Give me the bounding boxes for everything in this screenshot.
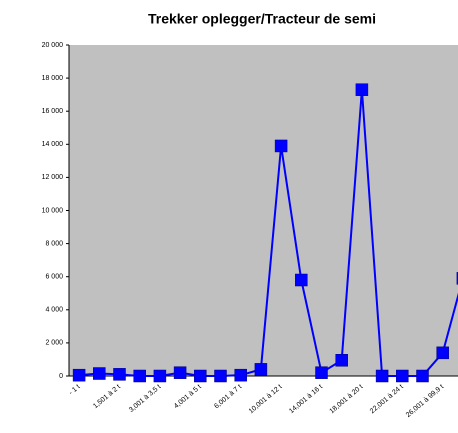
marker xyxy=(335,354,348,367)
plot-series xyxy=(72,83,458,383)
marker xyxy=(295,273,308,287)
y-tick-label: 6 000 xyxy=(45,274,63,281)
marker xyxy=(194,369,207,383)
marker xyxy=(214,369,227,383)
x-tick-label: 3,001 à 3,5 t xyxy=(128,384,162,414)
y-tick-label: 16 000 xyxy=(42,108,64,115)
plot-area xyxy=(69,45,458,376)
x-tick-label: 1,501 à 2 t xyxy=(92,384,122,411)
marker xyxy=(113,368,126,381)
y-tick-label: 14 000 xyxy=(42,141,64,148)
chart-title: Trekker oplegger/Tracteur de semi xyxy=(148,11,376,27)
y-tick-label: 8 000 xyxy=(45,240,63,247)
marker xyxy=(375,369,389,383)
marker xyxy=(72,368,86,382)
marker xyxy=(93,367,106,380)
x-tick-label: 18,001 à 20 t xyxy=(329,384,365,416)
x-tick-label: 14,001 à 16 t xyxy=(288,384,324,416)
marker xyxy=(234,368,247,382)
x-tick-label: 26,001 à 99,9 t xyxy=(405,384,445,419)
marker xyxy=(456,272,458,285)
x-tick-label: 22,001 à 24 t xyxy=(369,384,405,416)
marker xyxy=(315,366,328,379)
x-tick-label: 10,001 à 12 t xyxy=(248,384,284,416)
y-tick-label: 2 000 xyxy=(45,340,63,347)
y-tick-label: 20 000 xyxy=(42,42,64,49)
marker xyxy=(274,139,288,153)
y-tick-label: 0 xyxy=(59,373,63,380)
marker xyxy=(153,369,167,383)
y-tick-label: 4 000 xyxy=(45,307,63,314)
marker xyxy=(396,369,409,383)
marker xyxy=(133,369,146,383)
x-tick-label: - 1 t xyxy=(68,384,82,397)
y-tick-label: 10 000 xyxy=(42,207,64,214)
x-tick-label: 4,001 à 5 t xyxy=(173,384,203,411)
marker xyxy=(416,369,429,383)
marker xyxy=(254,363,268,376)
x-tick-label: 6,001 à 7 t xyxy=(213,384,243,411)
y-tick-label: 18 000 xyxy=(42,75,64,82)
y-tick-label: 12 000 xyxy=(42,174,64,181)
marker xyxy=(173,366,187,379)
marker xyxy=(355,83,369,96)
marker xyxy=(436,346,449,360)
